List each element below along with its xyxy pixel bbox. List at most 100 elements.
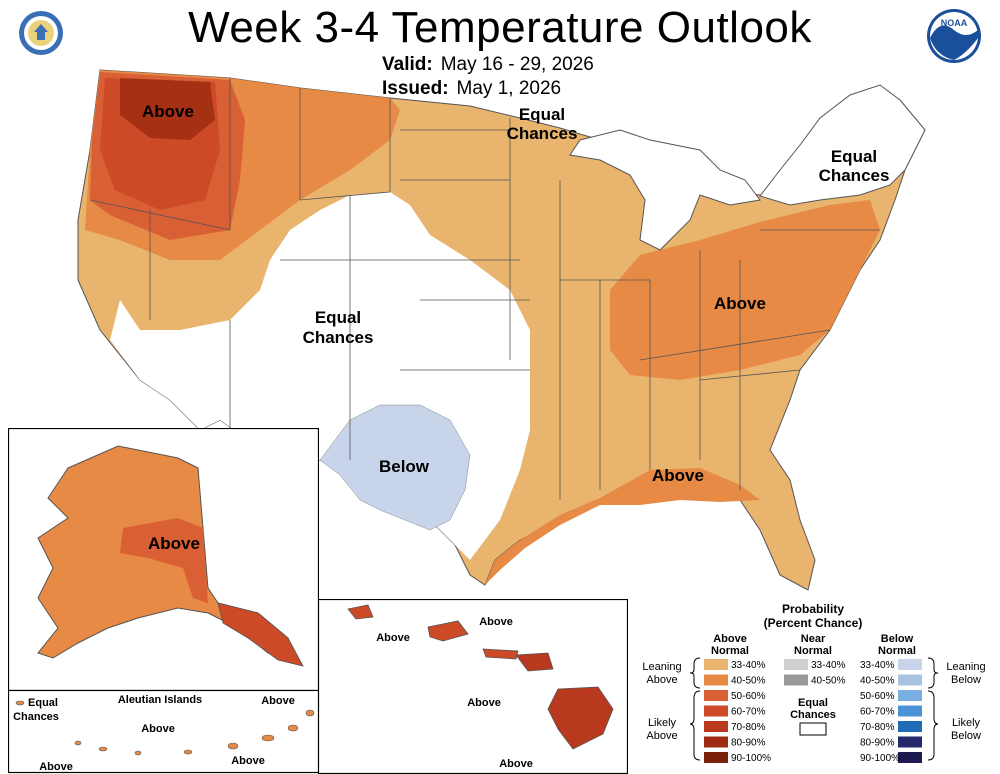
legend-leaning-below-1: Leaning <box>946 661 985 673</box>
legend-below-swatch-5 <box>898 736 922 748</box>
alaska-inset: Above Aleutian Islands Equal Chances Abo… <box>8 428 319 774</box>
legend-below-column: 33-40% 40-50% 50-60% 60-70% 70-80% 80-90% 90-1… <box>860 659 922 764</box>
legend-above-swatch-2 <box>704 690 728 701</box>
label-hawaii-above-1: Above <box>376 632 410 644</box>
commerce-seal-icon <box>19 11 63 55</box>
legend-below-label-5: 80-90% <box>860 738 895 749</box>
svg-text:NOAA: NOAA <box>941 18 968 28</box>
legend-above-column: 33-40% 40-50% 50-60% 60-70% 70-80% 80-90% 90-1… <box>704 659 771 764</box>
legend-below-swatch-1 <box>898 674 922 686</box>
label-north-equal-1: Equal <box>519 105 565 124</box>
alaska-panhandle <box>217 602 304 667</box>
legend-above-label-5: 80-90% <box>731 738 766 749</box>
legend-near-column: 33-40% 40-50% <box>784 659 846 687</box>
valid-line: Valid: May 16 - 29, 2026 <box>382 54 594 76</box>
legend-near-h1: Near <box>801 633 826 645</box>
legend-leaning-above-1: Leaning <box>642 661 681 673</box>
legend-below-label-2: 50-60% <box>860 691 895 702</box>
ohio-40-50 <box>610 200 880 380</box>
valid-label: Valid: <box>382 54 433 75</box>
label-alaska-above: Above <box>148 534 200 553</box>
legend-below-label-1: 40-50% <box>860 676 895 687</box>
legend-near-swatch-0 <box>784 659 808 670</box>
label-gulf-above: Above <box>652 466 704 485</box>
label-aleutian-above-4: Above <box>261 695 295 707</box>
label-ohio-above: Above <box>714 294 766 313</box>
label-aleutian-above-1: Above <box>39 761 73 773</box>
legend-below-swatch-3 <box>898 705 922 717</box>
legend-below-label-3: 60-70% <box>860 707 895 718</box>
legend-likely-below-2: Below <box>951 730 981 742</box>
label-west-equal-1: Equal <box>315 308 361 327</box>
legend-above-label-3: 60-70% <box>731 707 766 718</box>
label-texas-below: Below <box>379 457 430 476</box>
issued-value: May 1, 2026 <box>456 78 562 99</box>
legend-above-swatch-3 <box>704 705 728 717</box>
label-aleutian-above-3: Above <box>231 755 265 767</box>
legend-below-swatch-4 <box>898 721 922 732</box>
legend-below-label-0: 33-40% <box>860 660 895 671</box>
gulf-40-50 <box>485 468 760 585</box>
label-hawaii-above-3: Above <box>467 697 501 709</box>
legend-above-label-4: 70-80% <box>731 722 766 733</box>
label-northeast-equal-2: Chances <box>819 166 890 185</box>
texas-below-region <box>319 404 471 531</box>
legend-below-swatch-6 <box>898 752 922 763</box>
label-hawaii-above-4: Above <box>499 758 533 770</box>
legend-likely-above-2: Above <box>646 730 677 742</box>
legend-below-label-4: 70-80% <box>860 722 895 733</box>
alaska-50-60 <box>120 518 208 603</box>
legend-equal-swatch <box>799 722 827 736</box>
page-title: Week 3-4 Temperature Outlook <box>188 3 812 52</box>
legend-above-swatch-6 <box>704 752 728 763</box>
hawaii-inset: Above Above Above Above <box>318 599 628 774</box>
valid-value: May 16 - 29, 2026 <box>440 54 594 75</box>
legend-above-label-6: 90-100% <box>731 753 771 764</box>
legend-above-swatch-1 <box>704 674 728 686</box>
label-aleutian-equal-1: Equal <box>28 697 58 709</box>
aleutian-islands <box>15 700 315 756</box>
legend-above-swatch-0 <box>704 659 728 670</box>
legend: Probability (Percent Chance) Above Norma… <box>642 602 985 764</box>
legend-near-label-0: 33-40% <box>811 660 846 671</box>
legend-braces <box>689 657 939 761</box>
label-aleutian-above-2: Above <box>141 723 175 735</box>
hawaii-islands <box>347 604 614 750</box>
legend-above-h1: Above <box>713 633 747 645</box>
label-aleutian-equal-2: Chances <box>13 711 59 723</box>
label-north-equal-2: Chances <box>507 124 578 143</box>
legend-above-swatch-5 <box>704 736 728 748</box>
legend-above-swatch-4 <box>704 721 728 732</box>
legend-near-swatch-1 <box>784 674 808 686</box>
legend-above-h2: Normal <box>711 645 749 657</box>
legend-equal-1: Equal <box>798 697 828 709</box>
legend-below-label-6: 90-100% <box>860 753 900 764</box>
legend-below-swatch-2 <box>898 690 922 701</box>
legend-below-h2: Normal <box>878 645 916 657</box>
legend-below-swatch-0 <box>898 659 922 670</box>
label-hawaii-above-2: Above <box>479 616 513 628</box>
legend-below-h1: Below <box>881 633 914 645</box>
label-northwest-above: Above <box>142 102 194 121</box>
legend-near-label-1: 40-50% <box>811 676 846 687</box>
label-west-equal-2: Chances <box>303 328 374 347</box>
northwest-70-80 <box>120 78 215 140</box>
legend-near-h2: Normal <box>794 645 832 657</box>
noaa-logo-icon: NOAA <box>927 9 981 63</box>
northeast-equal-chances <box>759 84 926 206</box>
legend-leaning-above-2: Above <box>646 674 677 686</box>
legend-title-2: (Percent Chance) <box>764 616 863 630</box>
legend-title-1: Probability <box>782 602 844 616</box>
legend-leaning-below-2: Below <box>951 674 981 686</box>
legend-equal-2: Chances <box>790 709 836 721</box>
issued-line: Issued: May 1, 2026 <box>382 78 561 100</box>
legend-likely-below-1: Likely <box>952 717 981 729</box>
state-lines <box>89 78 880 500</box>
legend-above-label-1: 40-50% <box>731 676 766 687</box>
great-lakes <box>569 129 761 251</box>
legend-above-label-2: 50-60% <box>731 691 766 702</box>
legend-above-label-0: 33-40% <box>731 660 766 671</box>
label-aleutian-title: Aleutian Islands <box>118 694 202 706</box>
